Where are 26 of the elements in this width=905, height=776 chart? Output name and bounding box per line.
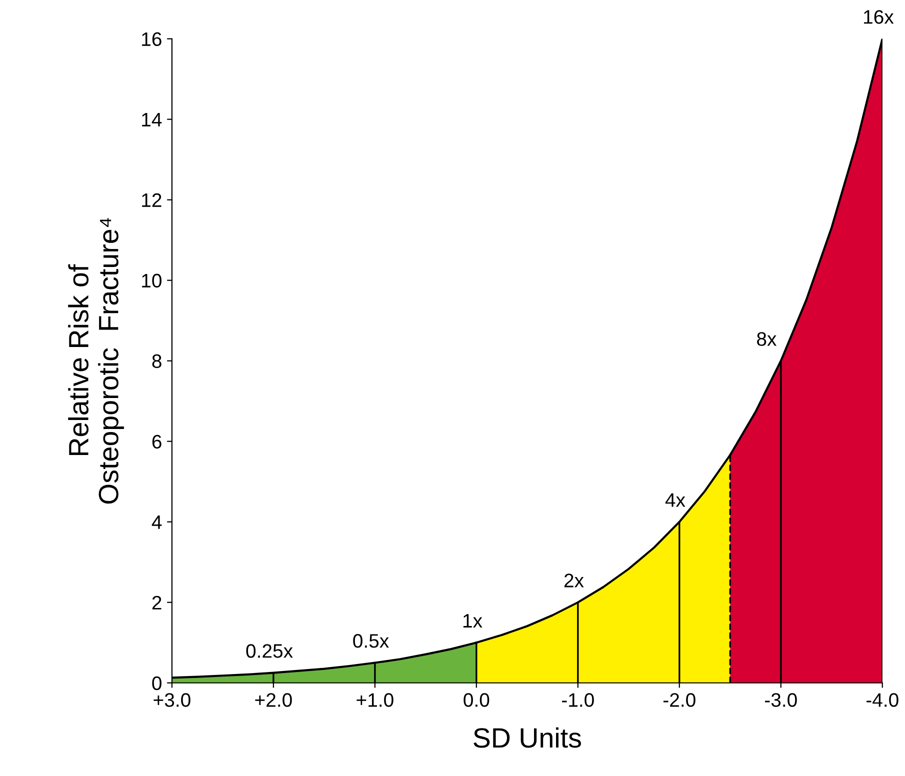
y-axis-title: Relative Risk of Osteoporotic Fracture⁴ — [68, 218, 124, 504]
y-tick-label: 6 — [152, 434, 162, 449]
x-tick-label: +3.0 — [154, 693, 190, 707]
y-tick-label: 4 — [152, 516, 162, 529]
x-tick-label: -1.0 — [562, 693, 594, 707]
x-axis-title: SD Units — [474, 727, 581, 748]
y-tick-label: 10 — [142, 274, 162, 288]
y-tick-label: 14 — [142, 112, 162, 126]
annotation: 16x — [864, 10, 894, 24]
annotation: 0.25x — [246, 644, 293, 658]
annotation: 4x — [665, 493, 686, 507]
annotation: 2x — [564, 574, 584, 588]
y-tick-label: 12 — [142, 193, 162, 207]
x-tick-label: +2.0 — [255, 693, 292, 707]
y-tick-label: 2 — [152, 596, 162, 610]
annotation: 1x — [463, 614, 482, 628]
y-tick-label: 16 — [142, 32, 162, 46]
annotation: 8x — [757, 332, 777, 346]
y-tick-label: 8 — [152, 354, 162, 368]
x-tick-label: 0.0 — [464, 693, 490, 707]
x-tick-label: -3.0 — [765, 693, 797, 707]
x-tick-label: +1.0 — [356, 693, 394, 707]
x-tick-label: -4.0 — [866, 693, 898, 707]
y-tick-label: 0 — [152, 676, 162, 690]
x-tick-label: -2.0 — [664, 693, 696, 707]
annotation: 0.5x — [353, 634, 389, 648]
